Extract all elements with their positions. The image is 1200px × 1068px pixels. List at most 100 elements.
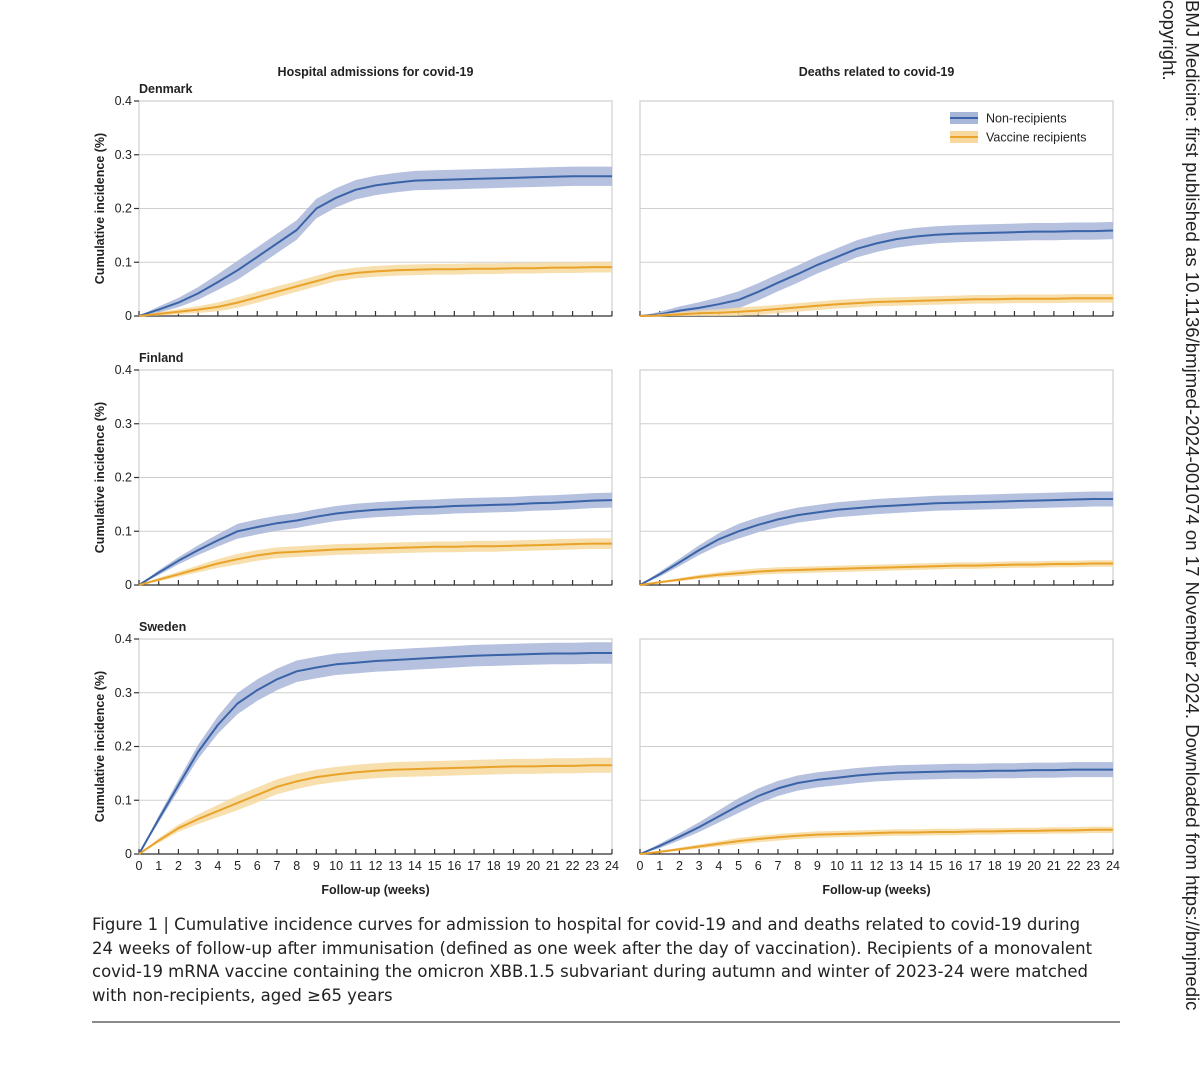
ci-band-non-recipients xyxy=(139,166,612,316)
series-line-vaccine-recipients xyxy=(138,266,612,317)
x-tick-label: 15 xyxy=(929,859,943,873)
x-tick-label: 24 xyxy=(605,859,619,873)
x-tick-label: 8 xyxy=(293,859,300,873)
panel-denmark-hospital: 0 0.1 0.2 0.3 0.4 Cumulative incidence (%) Den… xyxy=(93,82,613,323)
panel-denmark-deaths xyxy=(639,100,1114,317)
x-tick-label: 3 xyxy=(696,859,703,873)
x-tick-label: 1 xyxy=(155,859,162,873)
series-line-vaccine-recipients xyxy=(639,828,1113,855)
y-axis-label: Cumulative incidence (%) xyxy=(93,402,107,553)
y-tick-label: 0.4 xyxy=(115,632,132,646)
row-title: Sweden xyxy=(139,620,186,634)
x-tick-label: 17 xyxy=(467,859,481,873)
x-tick-label: 7 xyxy=(273,859,280,873)
x-tick-label: 12 xyxy=(369,859,383,873)
y-tick-label: 0.2 xyxy=(115,202,132,216)
y-tick-label: 0.3 xyxy=(115,148,132,162)
x-tick-label: 9 xyxy=(313,859,320,873)
series-line-vaccine-recipients xyxy=(639,297,1113,317)
x-tick-label: 18 xyxy=(487,859,501,873)
series-line-non-recipients xyxy=(639,498,1113,586)
x-tick-label: 24 xyxy=(1106,859,1120,873)
x-tick-label: 21 xyxy=(1047,859,1061,873)
x-tick-label: 14 xyxy=(909,859,923,873)
x-tick-label: 11 xyxy=(850,859,863,873)
x-tick-label: 19 xyxy=(1008,859,1022,873)
y-tick-label: 0.3 xyxy=(115,686,132,700)
row-title: Denmark xyxy=(139,82,193,96)
row-title: Finland xyxy=(139,351,183,365)
legend-label: Non-recipients xyxy=(986,112,1067,126)
x-axis-label: Follow-up (weeks) xyxy=(822,883,930,897)
y-tick-label: 0.1 xyxy=(115,524,132,538)
ci-band-non-recipients xyxy=(640,491,1113,585)
x-tick-label: 5 xyxy=(735,859,742,873)
x-tick-label: 13 xyxy=(388,859,402,873)
x-tick-label: 21 xyxy=(546,859,560,873)
x-tick-label: 11 xyxy=(349,859,362,873)
x-tick-label: 4 xyxy=(214,859,221,873)
y-tick-label: 0 xyxy=(125,578,132,592)
side-download-note-text: BMJ Medicine: first published as 10.1136… xyxy=(1159,0,1200,1011)
x-tick-label: 6 xyxy=(254,859,261,873)
x-tick-label: 3 xyxy=(195,859,202,873)
x-tick-label: 9 xyxy=(814,859,821,873)
x-tick-label: 12 xyxy=(870,859,884,873)
x-tick-label: 10 xyxy=(830,859,844,873)
x-tick-label: 7 xyxy=(774,859,781,873)
x-tick-label: 19 xyxy=(507,859,521,873)
series-line-vaccine-recipients xyxy=(639,562,1113,586)
y-tick-label: 0.4 xyxy=(115,94,132,108)
series-line-non-recipients xyxy=(138,175,612,317)
y-axis-label: Cumulative incidence (%) xyxy=(93,671,107,822)
x-tick-label: 8 xyxy=(794,859,801,873)
x-tick-label: 1 xyxy=(656,859,663,873)
y-tick-label: 0.3 xyxy=(115,417,132,431)
column-title-1: Deaths related to covid-19 xyxy=(799,65,955,79)
y-tick-label: 0.2 xyxy=(115,740,132,754)
series-line-vaccine-recipients xyxy=(138,764,612,855)
panel-finland-deaths xyxy=(639,369,1114,586)
panel-finland-hospital: 0 0.1 0.2 0.3 0.4 Cumulative incidence (%) Fin… xyxy=(93,351,613,592)
ci-band-non-recipients xyxy=(139,642,612,854)
x-tick-label: 14 xyxy=(408,859,422,873)
x-tick-label: 16 xyxy=(447,859,461,873)
x-tick-label: 2 xyxy=(175,859,182,873)
x-tick-label: 23 xyxy=(585,859,599,873)
x-tick-label: 22 xyxy=(1067,859,1081,873)
caption-divider xyxy=(92,1021,1120,1023)
x-tick-label: 5 xyxy=(234,859,241,873)
ci-band-vaccine-recipients xyxy=(139,261,612,316)
x-tick-label: 6 xyxy=(755,859,762,873)
y-tick-label: 0.4 xyxy=(115,363,132,377)
panel-sweden-hospital: 00.10.20.30.40 1 2 3 4 5 6 7 8 9 10 11 12 13 14 15 16 17 1… xyxy=(93,620,619,897)
x-tick-label: 4 xyxy=(715,859,722,873)
figure-caption: Figure 1 | Cumulative incidence curves f… xyxy=(92,915,1093,1005)
y-tick-label: 0.1 xyxy=(115,793,132,807)
x-axis-label: Follow-up (weeks) xyxy=(321,883,429,897)
x-tick-label: 10 xyxy=(329,859,343,873)
x-tick-label: 0 xyxy=(136,859,143,873)
series-line-non-recipients xyxy=(639,768,1113,855)
x-tick-label: 13 xyxy=(889,859,903,873)
side-download-note: BMJ Medicine: first published as 10.1136… xyxy=(1146,0,1200,1068)
ci-band-vaccine-recipients xyxy=(139,538,612,585)
x-tick-label: 23 xyxy=(1086,859,1100,873)
y-tick-label: 0.1 xyxy=(115,255,132,269)
x-tick-label: 16 xyxy=(948,859,962,873)
y-tick-label: 0 xyxy=(125,309,132,323)
y-tick-label: 0.2 xyxy=(115,471,132,485)
ci-band-vaccine-recipients xyxy=(139,757,612,854)
x-tick-label: 2 xyxy=(676,859,683,873)
series-line-non-recipients xyxy=(639,229,1114,317)
series-line-vaccine-recipients xyxy=(138,542,612,586)
x-tick-label: 18 xyxy=(988,859,1002,873)
y-tick-label: 0 xyxy=(125,847,132,861)
x-tick-label: 20 xyxy=(526,859,540,873)
legend: Non-recipients Vaccine recipients xyxy=(950,112,1087,145)
figure-chart-grid: Hospital admissions for covid-19 Deaths r… xyxy=(93,65,1120,897)
x-tick-label: 15 xyxy=(428,859,442,873)
y-axis-label: Cumulative incidence (%) xyxy=(93,133,107,284)
ci-band-vaccine-recipients xyxy=(640,560,1113,585)
panel-sweden-deaths: 0 1 2 3 4 5 6 7 8 9 10 11 12 13 14 15 16 17 18 19 20 21 22 23 24… xyxy=(637,638,1120,897)
